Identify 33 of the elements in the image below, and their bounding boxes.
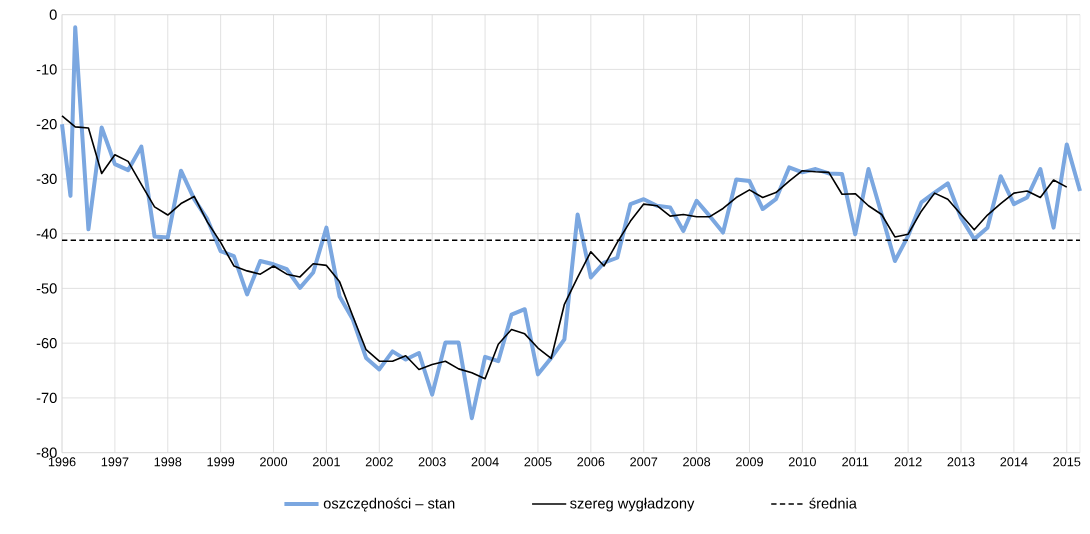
x-tick-label: 2006	[577, 457, 605, 467]
legend-label: średnia	[809, 497, 857, 509]
x-tick-label: 1997	[101, 457, 129, 467]
legend-label: oszczędności – stan	[323, 497, 455, 512]
x-tick-label: 2002	[365, 457, 393, 467]
y-tick-label: -60	[36, 337, 57, 349]
x-tick-label: 1998	[154, 457, 182, 467]
x-tick-label: 2010	[788, 457, 816, 467]
x-tick-label: 2014	[1000, 457, 1028, 467]
x-tick-label: 2005	[524, 457, 552, 467]
x-tick-label: 2009	[736, 457, 763, 467]
y-tick-label: -70	[36, 392, 57, 404]
x-tick-label: 2003	[418, 457, 446, 467]
x-tick-label: 2011	[842, 457, 869, 467]
line-series	[60, 25, 1082, 421]
y-tick-label: -80	[36, 447, 57, 458]
x-tick-label: 2012	[894, 457, 922, 467]
x-tick-label: 2004	[471, 457, 499, 467]
x-tick-label: 1996	[48, 457, 76, 467]
x-tick-label: 2015	[1053, 457, 1081, 467]
y-tick-label: -10	[36, 64, 57, 75]
y-tick-label: -50	[36, 283, 57, 294]
y-tick-label: -20	[36, 118, 57, 130]
x-tick-label: 2000	[260, 457, 288, 467]
y-tick-label: -30	[36, 173, 57, 185]
y-tick-label: 0	[49, 9, 57, 20]
x-tick-label: 2008	[683, 457, 711, 467]
x-tick-label: 2001	[312, 457, 340, 467]
x-tick-label: 2007	[630, 457, 658, 467]
legend-label: szereg wygładzony	[570, 497, 695, 512]
y-tick-label: -40	[36, 228, 57, 239]
x-tick-label: 1999	[207, 457, 235, 467]
x-tick-label: 2013	[947, 457, 975, 467]
